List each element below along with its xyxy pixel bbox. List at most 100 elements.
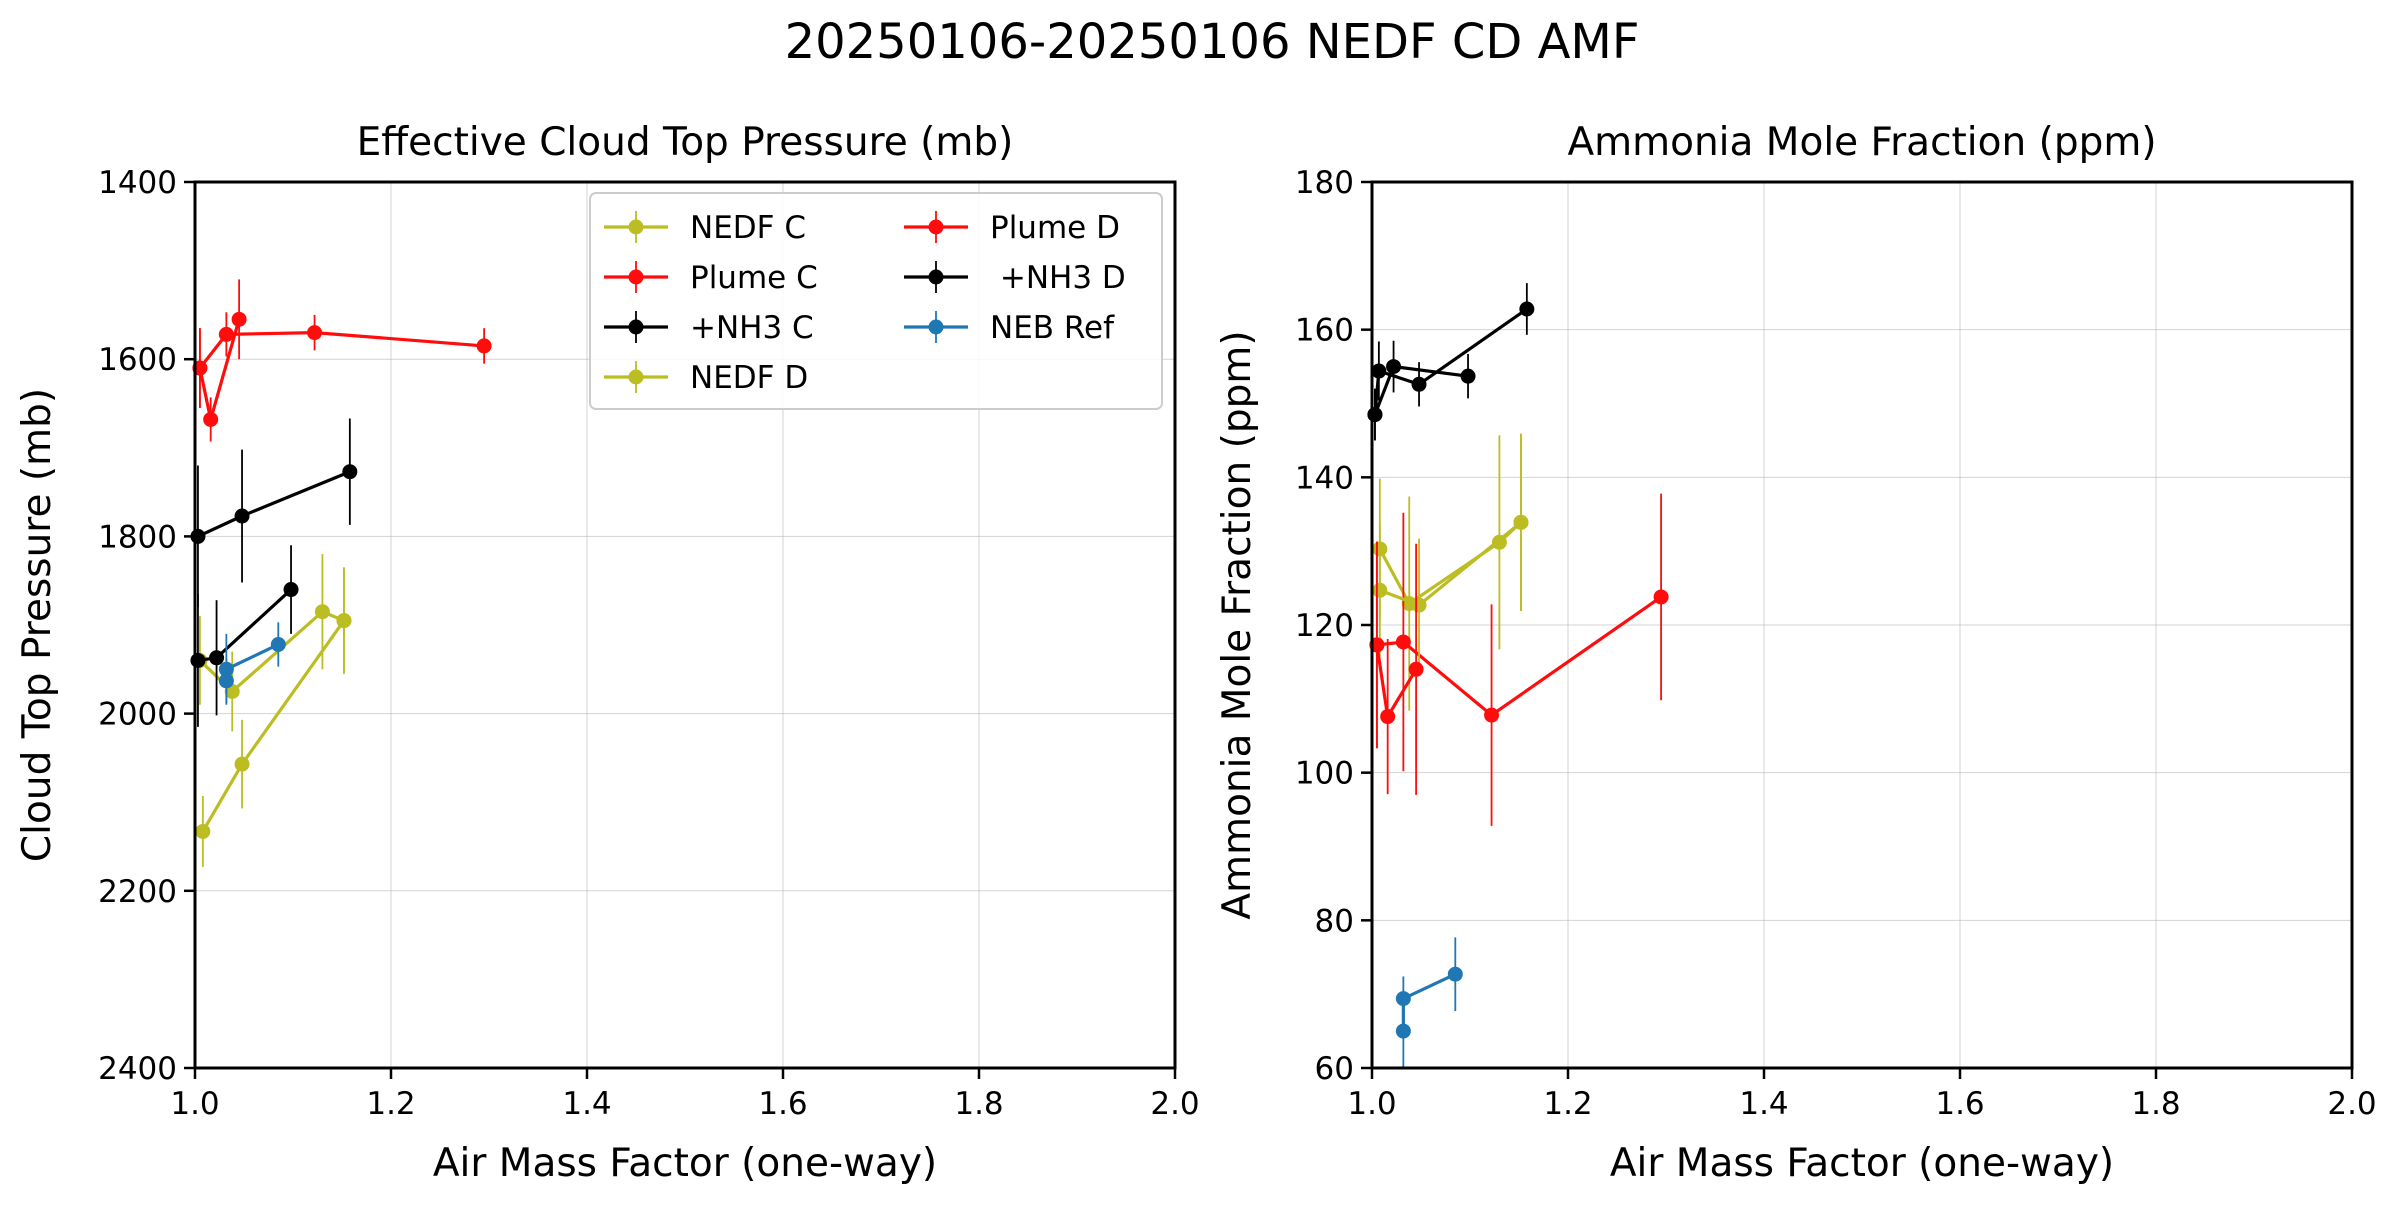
data-point — [195, 823, 211, 839]
data-point — [1395, 634, 1411, 650]
data-point — [1380, 709, 1396, 725]
legend-label: Plume C — [690, 260, 818, 296]
legend-item-plus-nh3-c: +NH3 C — [604, 310, 814, 346]
x-tick-label: 1.2 — [1543, 1086, 1592, 1122]
x-tick-label: 1.6 — [758, 1086, 807, 1122]
legend-marker — [928, 219, 944, 235]
series-nedf-d — [195, 567, 352, 867]
series-plume-d — [192, 279, 247, 442]
legend-item-nedf-c: NEDF C — [604, 210, 806, 246]
series-plus-nh3-d — [190, 418, 358, 608]
y-axis-label: Cloud Top Pressure (mb) — [15, 388, 60, 862]
data-point — [1408, 661, 1424, 677]
legend-box — [589, 192, 1163, 410]
data-point — [203, 411, 219, 427]
data-point — [1447, 966, 1463, 982]
panel-title: Effective Cloud Top Pressure (mb) — [357, 120, 1014, 165]
legend-marker — [628, 319, 644, 335]
data-point — [1395, 1023, 1411, 1039]
y-tick-label: 2200 — [98, 874, 177, 910]
series-neb-ref — [1395, 937, 1463, 1068]
x-tick-label: 1.4 — [1739, 1086, 1788, 1122]
data-point — [314, 604, 330, 620]
y-tick-label: 1400 — [98, 165, 177, 201]
data-point — [190, 528, 206, 544]
x-axis-label: Air Mass Factor (one-way) — [1610, 1141, 2114, 1186]
y-tick-label: 180 — [1295, 165, 1354, 201]
series-line — [198, 331, 485, 370]
x-tick-label: 1.2 — [366, 1086, 415, 1122]
y-tick-label: 1800 — [98, 519, 177, 555]
data-point — [342, 464, 358, 480]
legend-label: NEDF C — [690, 210, 806, 246]
data-point — [1653, 589, 1669, 605]
data-point — [1395, 991, 1411, 1007]
x-tick-label: 2.0 — [1150, 1086, 1199, 1122]
data-point — [231, 311, 247, 327]
data-point — [307, 325, 323, 341]
series-line — [1401, 972, 1456, 1032]
series-plus-nh3-d — [1367, 283, 1535, 441]
figure-title: 20250106-20250106 NEDF CD AMF — [785, 14, 1640, 70]
data-point — [209, 650, 225, 666]
cloud-pressure-panel: 1.0 1.2 1.4 1.6 1.8 2.0 1400 1600 1800 2000 2200 24… — [15, 120, 1200, 1186]
y-tick-label: 80 — [1315, 903, 1354, 939]
data-point — [270, 636, 286, 652]
data-point — [1386, 359, 1402, 375]
data-point — [1484, 707, 1500, 723]
axes-frame — [1370, 180, 2354, 1070]
data-point — [190, 652, 206, 668]
legend: NEDF C Plume C +NH3 C NEDF D Plume D +NH3 D N… — [589, 192, 1163, 410]
x-tick-label: 1.4 — [562, 1086, 611, 1122]
series-line — [1376, 595, 1663, 718]
axes-frame — [193, 180, 1177, 1070]
series-line — [1375, 644, 1418, 722]
y-axis-label: Ammonia Mole Fraction (ppm) — [1215, 330, 1260, 919]
y-tick-label: 1600 — [98, 342, 177, 378]
ammonia-panel: 1.0 1.2 1.4 1.6 1.8 2.0 60 80 100 120 140 160 180 Amm… — [1215, 120, 2377, 1186]
data-point — [218, 326, 234, 342]
data-point — [336, 613, 352, 629]
data-point — [234, 756, 250, 772]
legend-marker — [628, 219, 644, 235]
x-tick-label: 1.8 — [954, 1086, 1003, 1122]
y-tick-label: 2400 — [98, 1051, 177, 1087]
legend-marker — [928, 319, 944, 335]
data-point — [1411, 597, 1427, 613]
legend-marker — [628, 269, 644, 285]
x-tick-label: 1.0 — [170, 1086, 219, 1122]
data-point — [1372, 582, 1388, 598]
legend-label: +NH3 D — [990, 260, 1126, 296]
series-neb-ref — [218, 622, 286, 705]
series-line — [1373, 307, 1528, 415]
series-line — [197, 470, 351, 538]
data-point — [234, 508, 250, 524]
data-point — [1371, 363, 1387, 379]
legend-item-plume-c: Plume C — [604, 260, 818, 296]
legend-item-nedf-d: NEDF D — [604, 360, 808, 396]
x-tick-label: 1.0 — [1347, 1086, 1396, 1122]
series-nedf-c — [1372, 433, 1529, 711]
legend-item-neb-ref: NEB Ref — [904, 310, 1115, 346]
data-point — [1513, 514, 1529, 530]
data-point — [476, 338, 492, 354]
series-nedf-d — [1372, 433, 1529, 672]
legend-label: NEDF D — [690, 360, 808, 396]
y-tick-label: 120 — [1295, 608, 1354, 644]
series-plume-c — [1369, 493, 1669, 826]
x-axis-label: Air Mass Factor (one-way) — [433, 1141, 937, 1186]
panel-title: Ammonia Mole Fraction (ppm) — [1567, 120, 2156, 165]
legend-item-plume-d: Plume D — [904, 210, 1120, 246]
data-point — [283, 582, 299, 598]
y-tick-label: 2000 — [98, 697, 177, 733]
legend-item-plus-nh3-d: +NH3 D — [904, 260, 1126, 296]
x-tick-label: 2.0 — [2327, 1086, 2376, 1122]
y-tick-label: 100 — [1295, 756, 1354, 792]
y-tick-label: 140 — [1295, 460, 1354, 496]
x-tick-label: 1.6 — [1935, 1086, 1984, 1122]
data-point — [218, 661, 234, 677]
data-point — [1519, 301, 1535, 317]
legend-label: +NH3 C — [690, 310, 814, 346]
